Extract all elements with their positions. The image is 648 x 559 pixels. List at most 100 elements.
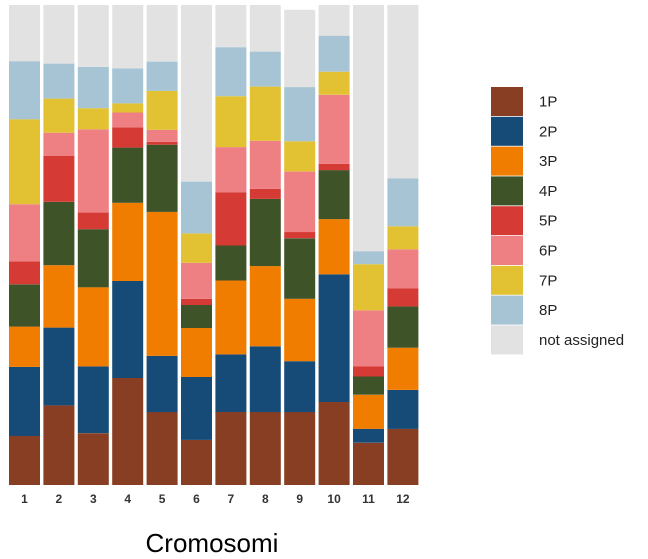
- bar-segment-8-7p: [249, 86, 281, 141]
- bar-segment-5-4p: [146, 144, 178, 212]
- x-tick-label: 3: [90, 492, 97, 506]
- bar-segment-4-7p: [112, 103, 144, 113]
- bars-group: [9, 5, 419, 485]
- x-tick-label: 9: [296, 492, 303, 506]
- bar-segment-3-1p: [77, 433, 109, 485]
- bar-segment-11-5p: [353, 366, 384, 377]
- legend-swatch-1p: [491, 87, 523, 116]
- legend-swatch-4p: [491, 176, 523, 206]
- legend-label: 1P: [539, 94, 557, 111]
- bar-segment-1-7p: [9, 119, 40, 205]
- bar-segment-1-6p: [9, 204, 40, 262]
- bar-segment-5-6p: [146, 129, 178, 142]
- bar-segment-10-2p: [318, 274, 350, 402]
- bar-segment-7-2p: [215, 354, 247, 412]
- bar-segment-4-2p: [112, 281, 144, 378]
- bar-segment-12-6p: [387, 249, 419, 289]
- bar-segment-10-3p: [318, 219, 350, 275]
- bar-segment-6-1p: [181, 439, 212, 485]
- legend-label: 8P: [539, 302, 557, 319]
- bar-segment-6-3p: [181, 328, 212, 377]
- bar-segment-11-6p: [353, 310, 384, 367]
- bar-segment-10-5p: [318, 163, 350, 171]
- bar-segment-1-5p: [9, 261, 40, 285]
- bar-segment-10-8p: [318, 35, 350, 72]
- bar-segment-8-3p: [249, 266, 281, 347]
- x-tick-label: 10: [327, 492, 341, 506]
- bar-segment-7-5p: [215, 192, 247, 246]
- bar-segment-8-1p: [249, 412, 281, 485]
- bar-segment-3-6p: [77, 129, 109, 213]
- x-tick-label: 5: [159, 492, 166, 506]
- bar-segment-9-6p: [284, 171, 316, 233]
- bar-segment-2-2p: [43, 327, 75, 406]
- legend-label: 6P: [539, 243, 557, 260]
- bar-segment-3-5p: [77, 212, 109, 230]
- bar-segment-3-3p: [77, 287, 109, 367]
- bar-segment-11-not-assigned: [353, 5, 384, 252]
- bar-segment-1-4p: [9, 284, 40, 327]
- bar-segment-3-8p: [77, 66, 109, 109]
- legend-swatch-6p: [491, 236, 523, 265]
- bar-segment-10-1p: [318, 402, 350, 485]
- bar-segment-1-3p: [9, 326, 40, 367]
- bar-segment-4-not-assigned: [112, 5, 144, 69]
- bar-segment-6-6p: [181, 262, 212, 299]
- bar-segment-5-7p: [146, 90, 178, 130]
- bar-segment-8-not-assigned: [249, 5, 281, 52]
- bar-segment-2-not-assigned: [43, 5, 75, 64]
- bar-segment-9-3p: [284, 298, 316, 362]
- bar-segment-4-8p: [112, 68, 144, 104]
- bar-segment-11-3p: [353, 394, 384, 429]
- bar-segment-1-not-assigned: [9, 5, 40, 62]
- bar-segment-11-1p: [353, 442, 384, 485]
- bar-segment-7-3p: [215, 280, 247, 355]
- bar-segment-2-8p: [43, 63, 75, 99]
- legend-label: 7P: [539, 272, 557, 289]
- bar-segment-10-4p: [318, 170, 350, 220]
- bar-segment-12-5p: [387, 288, 419, 307]
- bar-segment-7-8p: [215, 47, 247, 97]
- bar-segment-3-not-assigned: [77, 5, 109, 67]
- legend: 1P 2P 3P 4P 5P 6P 7P 8P not assigned: [491, 87, 624, 355]
- bar-segment-3-2p: [77, 366, 109, 434]
- x-tick-label: 11: [362, 492, 375, 506]
- bar-segment-7-1p: [215, 412, 247, 485]
- bar-segment-8-5p: [249, 188, 281, 199]
- bar-segment-11-8p: [353, 251, 384, 265]
- bar-segment-12-3p: [387, 347, 419, 390]
- legend-swatch-5p: [491, 206, 523, 236]
- bar-segment-12-1p: [387, 428, 419, 485]
- bar-segment-7-7p: [215, 96, 247, 148]
- bar-segment-3-7p: [77, 108, 109, 130]
- x-tick-label: 1: [21, 492, 28, 506]
- bar-segment-2-6p: [43, 132, 75, 156]
- bar-segment-4-6p: [112, 112, 144, 128]
- bar-segment-9-8p: [284, 87, 316, 142]
- bar-segment-8-2p: [249, 346, 281, 413]
- legend-label: 5P: [539, 213, 557, 230]
- bar-segment-12-7p: [387, 226, 419, 250]
- x-tick-label: 12: [396, 492, 410, 506]
- bar-segment-6-4p: [181, 305, 212, 328]
- bar-segment-1-8p: [9, 61, 40, 120]
- bar-segment-9-4p: [284, 238, 316, 299]
- bar-segment-9-5p: [284, 232, 316, 239]
- bar-segment-7-6p: [215, 147, 247, 193]
- bar-segment-12-4p: [387, 306, 419, 348]
- bar-segment-8-4p: [249, 198, 281, 267]
- bar-segment-5-1p: [146, 412, 178, 485]
- bar-segment-10-7p: [318, 71, 350, 95]
- bar-segment-9-2p: [284, 361, 316, 413]
- bar-segment-10-6p: [318, 94, 350, 164]
- bar-segment-6-8p: [181, 181, 212, 234]
- legend-swatch-8p: [491, 295, 523, 325]
- bar-segment-4-4p: [112, 147, 144, 203]
- bar-segment-6-5p: [181, 298, 212, 305]
- bar-segment-5-2p: [146, 355, 178, 413]
- bar-segment-2-4p: [43, 201, 75, 266]
- bar-segment-12-2p: [387, 390, 419, 429]
- x-tick-label: 7: [228, 492, 235, 506]
- bar-segment-8-6p: [249, 140, 281, 189]
